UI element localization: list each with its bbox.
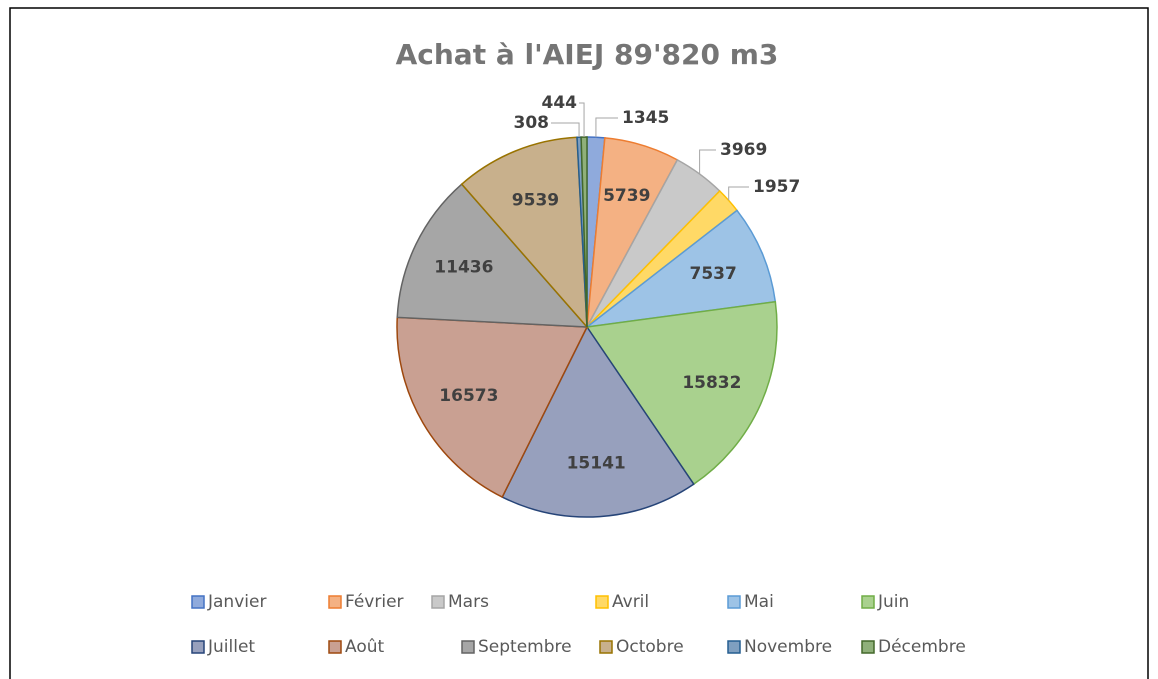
legend-swatch [861,595,875,609]
legend-swatch [727,595,741,609]
legend-swatch [727,640,741,654]
pie-slice [584,209,777,329]
legend-label: Octobre [616,637,684,657]
chart-title: Achat à l'AIEJ 89'820 m3 [396,38,779,71]
legend-label: Décembre [878,637,966,657]
data-label: 11436 [434,257,493,277]
data-label: 308 [514,113,550,133]
legend-swatch [599,640,613,654]
legend-label: Août [345,637,385,657]
leader-line [699,149,716,174]
leader-line [551,122,580,138]
data-label: 1345 [622,108,669,128]
leader-line [595,117,618,138]
legend-label: Mai [744,592,774,612]
pie-slice [460,136,588,330]
legend-swatch [328,595,342,609]
pie-slice [396,316,589,499]
legend-swatch [861,640,875,654]
legend-swatch [431,595,445,609]
data-label: 1957 [753,177,800,197]
data-label: 9539 [512,190,559,210]
legend-label: Janvier [207,592,266,612]
legend-swatch [191,595,205,609]
legend-swatch [328,640,342,654]
data-label: 15141 [567,453,626,473]
pie-slice [501,325,695,518]
pie-slice [580,136,588,328]
legend-label: Novembre [744,637,832,657]
data-label: 16573 [439,386,498,406]
data-label: 7537 [689,264,736,284]
data-label: 5739 [603,186,650,206]
pie-slice [396,183,589,328]
data-label: 15832 [682,373,741,393]
data-label: 444 [542,93,578,113]
legend-label: Septembre [478,637,572,657]
legend-swatch [191,640,205,654]
legend-label: Juin [877,592,909,612]
leader-line [728,186,749,201]
legend-swatch [595,595,609,609]
legend-label: Février [345,592,404,612]
legend-label: Juillet [207,637,255,657]
legend-swatch [461,640,475,654]
leader-line [579,102,585,138]
legend-label: Avril [612,592,649,612]
data-label: 3969 [720,140,767,160]
pie-slice [585,300,778,486]
legend-label: Mars [448,592,489,612]
